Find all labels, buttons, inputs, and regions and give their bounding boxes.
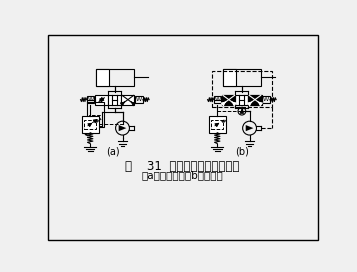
Bar (96, 69, 134, 86)
Bar (121, 95, 135, 105)
Text: W: W (87, 97, 94, 102)
Text: W: W (136, 97, 142, 102)
Polygon shape (119, 125, 126, 131)
Bar (89, 115, 102, 126)
Bar (108, 95, 121, 105)
Bar (211, 120, 223, 129)
Text: (b): (b) (235, 146, 249, 156)
Bar (235, 95, 248, 105)
Bar (222, 95, 235, 105)
Bar (209, 116, 226, 133)
Bar (87, 102, 104, 127)
Bar (223, 69, 236, 86)
Bar (82, 116, 99, 133)
Bar (96, 69, 109, 86)
Bar (248, 95, 261, 105)
Bar (95, 95, 108, 105)
Bar (212, 71, 272, 107)
Text: W: W (263, 97, 269, 102)
Text: W: W (215, 97, 221, 102)
Bar (135, 96, 143, 103)
Bar (248, 95, 261, 105)
Bar (223, 69, 261, 86)
Bar (214, 96, 221, 103)
Polygon shape (246, 125, 253, 131)
Bar (262, 96, 270, 103)
Text: （a）改进前；（b）改进后: （a）改进前；（b）改进后 (142, 170, 223, 180)
Text: 图    31  三位四通换向卸荷回路: 图 31 三位四通换向卸荷回路 (125, 160, 240, 173)
Text: (a): (a) (106, 146, 119, 156)
Bar (87, 96, 94, 103)
Bar (222, 95, 235, 105)
Bar (84, 120, 96, 129)
